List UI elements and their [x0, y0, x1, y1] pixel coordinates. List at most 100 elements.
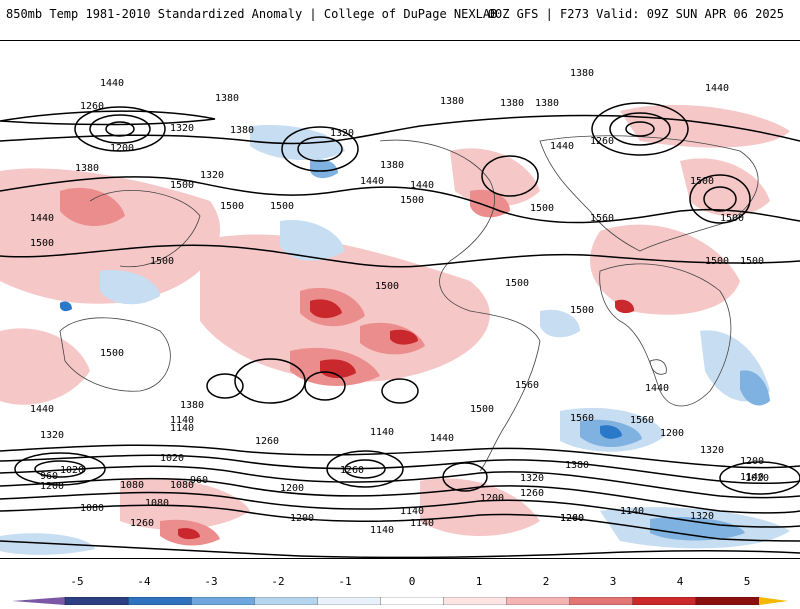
contour-label: 1080: [145, 498, 169, 509]
contour-label: 1080: [120, 480, 144, 491]
contour-label: 1560: [515, 380, 539, 391]
contour-label: 1320: [700, 445, 724, 456]
contour-label: 1500: [530, 203, 554, 214]
contour-label: 1320: [40, 430, 64, 441]
contour-label: 1200: [740, 456, 764, 467]
contour-label: 1260: [590, 136, 614, 147]
contour-label: 1080: [80, 503, 104, 514]
contour-label: 1260: [130, 518, 154, 529]
contour-label: 1560: [570, 413, 594, 424]
colorbar-tick-label: -5: [70, 575, 84, 588]
colorbar-swatch: [443, 596, 508, 606]
contour-label: 1320: [170, 123, 194, 134]
coastlines: [59, 135, 759, 472]
contour-label: 1500: [570, 305, 594, 316]
contour-label: 1200: [40, 481, 64, 492]
contour-label: 1200: [110, 143, 134, 154]
colorbar-tick-label: -3: [204, 575, 218, 588]
contour-label: 1380: [500, 98, 524, 109]
contour-label: 960: [190, 475, 208, 486]
contour-label: 1380: [570, 68, 594, 79]
contour-label: 1500: [150, 256, 174, 267]
contour-label: 1500: [375, 281, 399, 292]
contour-label: 1500: [400, 195, 424, 206]
contour-label: 1380: [75, 163, 99, 174]
contour-label: 1500: [690, 176, 714, 187]
contour-label: 1200: [280, 483, 304, 494]
contour-label: 1500: [720, 213, 744, 224]
contour-label: 1500: [220, 201, 244, 212]
colorbar-tick-label: 3: [609, 575, 617, 588]
contour-labels: 1440 1380 1260 1380 1380 1380 1380 1440 1320 1380…: [30, 68, 769, 536]
contour-label: 1440: [30, 404, 54, 415]
contour-label: 1500: [30, 238, 54, 249]
anomaly-map[interactable]: 1440 1380 1260 1380 1380 1380 1380 1440 1320 1380…: [0, 40, 800, 559]
contour-label: 1440: [100, 78, 124, 89]
colorbar-tick-label: 2: [542, 575, 550, 588]
contour-label: 1500: [170, 180, 194, 191]
contour-label: 1380: [230, 125, 254, 136]
colorbar-tick-label: 0: [408, 575, 416, 588]
contour-label: 1380: [180, 400, 204, 411]
colorbar-swatch: [569, 596, 634, 606]
colorbar-swatch: [191, 596, 255, 606]
colorbar-swatch: [506, 596, 571, 606]
contour-label: 1260: [340, 465, 364, 476]
contour-label: 1200: [660, 428, 684, 439]
contour-label: 1320: [520, 473, 544, 484]
height-contours: [0, 102, 800, 558]
colorbar-swatch: [317, 596, 382, 606]
contour-label: 1380: [565, 460, 589, 471]
contour-label: 1440: [705, 83, 729, 94]
contour-label: 1200: [480, 493, 504, 504]
colorbar-swatch: [64, 596, 129, 606]
colorbar: [12, 590, 788, 606]
contour-label: 1020: [60, 465, 84, 476]
colorbar-tick-label: -4: [137, 575, 151, 588]
contour-label: 1200: [290, 513, 314, 524]
contour-label: 1440: [430, 433, 454, 444]
contour-label: 1560: [630, 415, 654, 426]
contour-label: 1500: [705, 256, 729, 267]
contour-label: 1200: [560, 513, 584, 524]
contour-label: 1140: [740, 472, 764, 483]
colorbar-swatch: [695, 596, 760, 606]
contour-label: 1260: [560, 513, 584, 524]
colorbar-swatch: [380, 596, 445, 606]
contour-label: 1140: [410, 518, 434, 529]
colorbar-swatch: [632, 596, 697, 606]
contour-label: 1500: [740, 256, 764, 267]
colorbar-min-arrow: [12, 597, 65, 605]
contour-label: 1500: [505, 278, 529, 289]
contour-label: 1320: [330, 128, 354, 139]
contour-label: 1440: [360, 176, 384, 187]
contour-label: 960: [40, 471, 58, 482]
contour-label: 1320: [200, 170, 224, 181]
colorbar-tick-label: -2: [271, 575, 285, 588]
contour-label: 1500: [270, 201, 294, 212]
colorbar-tick-label: 1: [475, 575, 483, 588]
colorbar-tick-label: 4: [676, 575, 684, 588]
contour-label: 1260: [255, 436, 279, 447]
contour-label: 1380: [215, 93, 239, 104]
contour-label: 1140: [170, 415, 194, 426]
colorbar-swatch: [254, 596, 319, 606]
model-run-info: 00Z GFS | F273 Valid: 09Z SUN APR 06 202…: [487, 7, 784, 21]
colorbar-swatches: [12, 596, 788, 606]
colorbar-max-arrow: [759, 597, 788, 605]
contour-label: 1140: [370, 525, 394, 536]
colorbar-tick-label: 5: [743, 575, 751, 588]
anomaly-shading: [0, 104, 790, 555]
contour-label: 1380: [535, 98, 559, 109]
contour-label: 1380: [380, 160, 404, 171]
contour-label: 1020: [745, 473, 769, 484]
contour-label: 1260: [520, 488, 544, 499]
map-canvas: 1440 1380 1260 1380 1380 1380 1380 1440 1320 1380…: [0, 68, 800, 558]
contour-label: 1320: [690, 511, 714, 522]
contour-label: 1140: [370, 427, 394, 438]
colorbar-tick-label: -1: [338, 575, 352, 588]
contour-label: 1560: [590, 213, 614, 224]
contour-label: 1020: [160, 453, 184, 464]
colorbar-swatch: [127, 596, 192, 606]
contour-label: 1500: [100, 348, 124, 359]
